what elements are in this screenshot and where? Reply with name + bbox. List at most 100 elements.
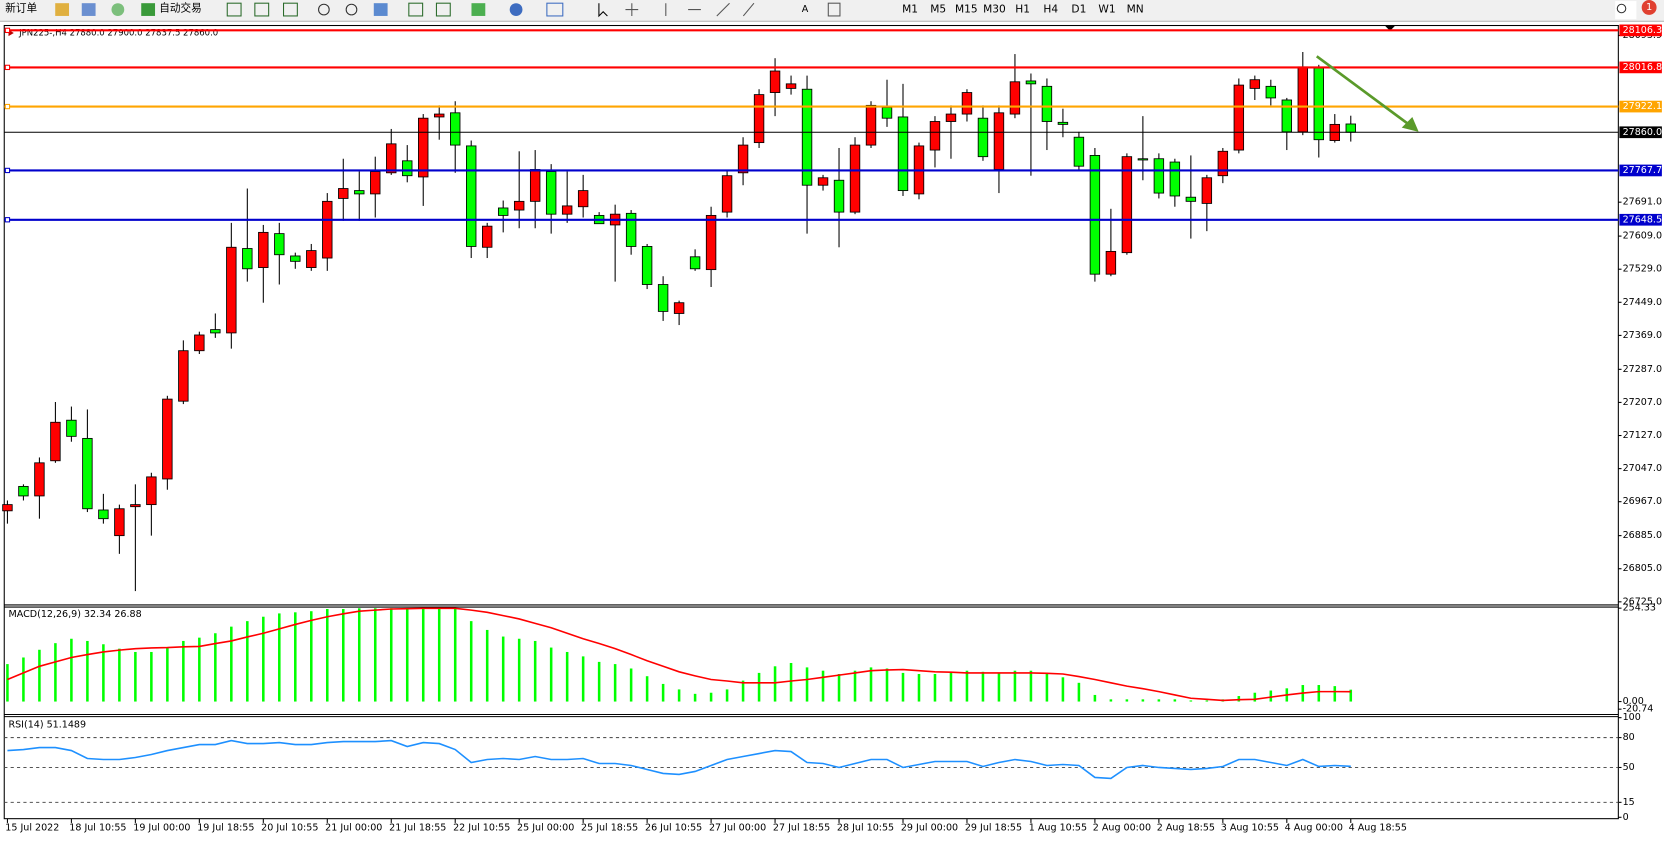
crosshair-icon[interactable] <box>625 3 639 16</box>
x-tick-label: 2 Aug 18:55 <box>1157 823 1215 834</box>
icon[interactable] <box>435 2 451 17</box>
macd-bar <box>326 609 329 702</box>
icon[interactable] <box>509 3 523 16</box>
candle-body <box>801 88 813 186</box>
macd-bar <box>485 629 489 702</box>
icon[interactable] <box>471 3 486 16</box>
candle-body <box>817 177 829 186</box>
price-label-bg <box>1619 100 1662 113</box>
macd-bar <box>885 668 889 702</box>
macd-bar <box>773 666 777 702</box>
candle-body <box>577 190 589 208</box>
candle-body <box>178 350 189 402</box>
icon[interactable] <box>546 2 564 17</box>
macd-bar <box>613 664 617 702</box>
timeframe-button[interactable]: M1 <box>902 3 918 16</box>
timeframe-bar: M1 M5 M15 M30 H1 H4 D1 W1 MN <box>902 3 1144 16</box>
icon[interactable] <box>226 2 242 17</box>
x-tick-label: 26 Jul 10:55 <box>645 823 702 834</box>
icon[interactable] <box>282 2 298 17</box>
candle-body <box>481 225 493 248</box>
timeframe-button[interactable]: H4 <box>1043 3 1058 16</box>
timeframe-button[interactable]: D1 <box>1071 3 1086 16</box>
candle-body <box>497 207 509 216</box>
y-tick-label: 15 <box>1623 797 1635 808</box>
timeframe-button[interactable]: H1 <box>1015 3 1030 16</box>
label-tool[interactable] <box>827 2 841 17</box>
candle-body <box>322 200 333 259</box>
search-icon[interactable] <box>1616 3 1627 14</box>
text-tool[interactable]: A <box>802 4 809 15</box>
candle-body <box>226 246 237 334</box>
icon[interactable] <box>254 2 270 17</box>
macd-bar <box>629 668 633 702</box>
timeframe-button[interactable]: M30 <box>983 3 1006 16</box>
price-label: 27648.5 <box>1623 214 1662 225</box>
timeframe-button[interactable]: M5 <box>930 3 946 16</box>
y-tick-label: 26967.0 <box>1623 496 1662 507</box>
macd-bar <box>789 662 793 702</box>
macd-bar <box>1237 696 1241 702</box>
icon[interactable] <box>111 3 125 16</box>
y-tick-label: 27287.0 <box>1623 364 1662 375</box>
candle-body <box>242 248 253 270</box>
macd-bar <box>437 608 441 702</box>
y-tick-label: 27449.0 <box>1623 297 1662 308</box>
macd-bar <box>869 667 873 702</box>
y-tick-label: 27047.0 <box>1623 463 1662 474</box>
rsi-line <box>7 739 1351 780</box>
macd-bar <box>102 644 105 702</box>
candle-body <box>450 112 461 146</box>
macd-bar <box>725 689 729 702</box>
chart-shift-marker <box>1384 25 1396 31</box>
cursor-icon[interactable] <box>598 3 608 18</box>
icon[interactable] <box>55 3 70 16</box>
panel-title: RSI(14) 51.1489 <box>8 720 86 731</box>
timeframe-button[interactable]: MN <box>1127 3 1144 16</box>
macd-bar <box>533 640 537 702</box>
macd-bar <box>341 609 345 702</box>
candle-body <box>194 334 205 352</box>
icon[interactable] <box>81 3 96 16</box>
macd-bar <box>1141 699 1145 702</box>
trend-arrow <box>1315 55 1411 127</box>
icon[interactable] <box>373 3 388 16</box>
macd-bar <box>86 640 89 702</box>
macd-bar <box>565 651 569 702</box>
candle-body <box>354 190 365 195</box>
macd-bar <box>230 626 233 702</box>
candle-body <box>705 214 717 271</box>
notification-badge[interactable] <box>1641 0 1657 15</box>
auto-trading-button[interactable]: 自动交易 <box>159 2 201 15</box>
candle-body <box>1089 155 1101 275</box>
macd-bar <box>901 672 905 702</box>
candle-body <box>721 175 733 213</box>
macd-bar <box>294 612 297 702</box>
y-tick-label: 0.00 <box>1623 696 1644 707</box>
zoom-out[interactable] <box>345 3 358 16</box>
x-tick-label: 19 Jul 00:00 <box>133 823 190 834</box>
price-label-bg <box>1619 213 1662 226</box>
new-order-button[interactable]: 新订单 <box>5 2 37 15</box>
candle-body <box>977 117 989 158</box>
draw-tools[interactable] <box>665 2 755 17</box>
macd-bar <box>70 638 73 702</box>
x-tick-label: 29 Jul 00:00 <box>901 823 958 834</box>
timeframe-button[interactable]: M15 <box>955 3 978 16</box>
icon[interactable] <box>408 2 424 17</box>
zoom-in[interactable] <box>318 3 330 16</box>
candle-body <box>386 143 397 174</box>
timeframe-button[interactable]: W1 <box>1098 3 1115 16</box>
macd-bar <box>709 692 713 702</box>
auto-trading-icon[interactable] <box>141 3 156 16</box>
candle-body <box>130 504 141 508</box>
macd-bar <box>310 611 313 702</box>
candle-body <box>945 113 957 122</box>
macd-bar <box>645 676 649 702</box>
macd-bar <box>278 613 281 702</box>
price-label: 28016.8 <box>1623 62 1662 73</box>
macd-bar <box>549 647 553 702</box>
candle-body <box>274 233 285 256</box>
macd-bar <box>1189 700 1193 702</box>
